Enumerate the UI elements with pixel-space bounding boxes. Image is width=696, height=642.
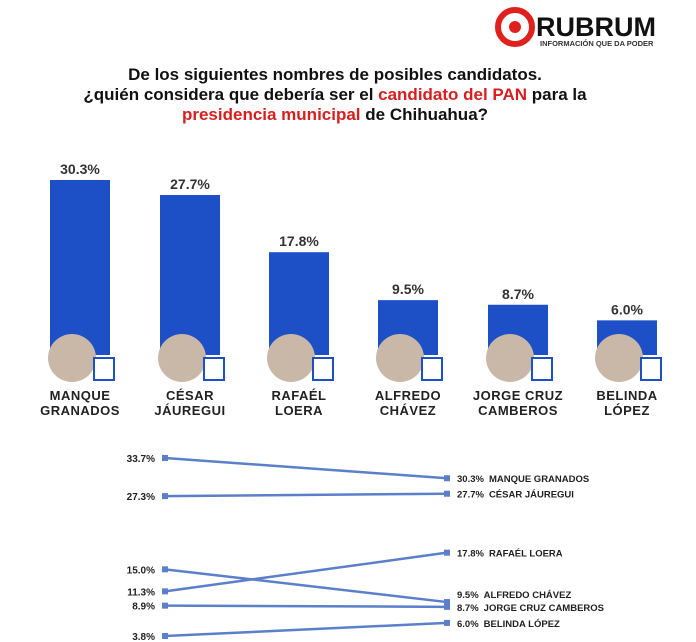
point — [162, 493, 168, 500]
portrait — [158, 334, 206, 382]
slope-line — [164, 492, 448, 498]
category-label: MANQUE GRANADOS — [489, 474, 589, 485]
point — [162, 566, 168, 573]
title-part: presidencia municipal — [182, 105, 361, 124]
category-label: MANQUE GRANADOS — [40, 388, 120, 418]
value-label: 27.7% — [457, 490, 484, 501]
portrait — [267, 334, 315, 382]
point — [444, 549, 450, 556]
title-part: De los siguientes nombres de posibles ca… — [128, 65, 542, 84]
brand: RUBRUM — [536, 12, 656, 42]
category-label: ALFREDO CHÁVEZ — [374, 388, 442, 418]
point — [444, 599, 450, 606]
category-label: BELINDA LÓPEZ — [484, 618, 560, 630]
value-label: 27.3% — [127, 492, 155, 503]
bar — [160, 195, 220, 355]
value-label: 17.8% — [457, 549, 484, 560]
slope-line — [164, 621, 448, 638]
value-label: 9.5% ALFREDO CHÁVEZ — [457, 590, 571, 601]
value-label: 6.0% — [611, 301, 643, 317]
slope-line — [164, 551, 448, 593]
value-label: 30.3% MANQUE GRANADOS — [457, 474, 589, 485]
point — [444, 475, 450, 482]
value-label: 8.7% — [457, 603, 479, 614]
category-label: RAFAÉL LOERA — [489, 549, 563, 560]
value-label: 11.3% — [127, 587, 155, 598]
party-logo — [421, 357, 443, 381]
category-label: ALFREDO CHÁVEZ — [484, 590, 572, 601]
value-label: 27.7% CÉSAR JÁUREGUI — [457, 490, 574, 501]
slope-line — [164, 604, 448, 609]
party-logo — [531, 357, 553, 381]
title-line: presidencia municipal de Chihuahua? — [182, 105, 488, 124]
category-label: JORGE CRUZ CAMBEROS — [484, 603, 604, 614]
value-label: 9.5% — [392, 281, 424, 297]
value-label: 15.0% — [127, 565, 155, 576]
point — [162, 633, 168, 639]
value-label: 8.7% — [502, 286, 534, 302]
party-logo — [93, 357, 115, 381]
party-logo — [640, 357, 662, 381]
title-line: De los siguientes nombres de posibles ca… — [128, 65, 542, 84]
category-label: BELINDA LÓPEZ — [596, 388, 658, 418]
slope-line — [164, 568, 448, 604]
point — [444, 619, 450, 626]
value-label: 27.7% — [170, 176, 210, 192]
title-part: candidato del PAN — [378, 85, 527, 104]
tagline: INFORMACIÓN QUE DA PODER — [540, 39, 654, 48]
value-label: 6.0% — [457, 619, 479, 630]
value-label: 17.8% — [279, 233, 319, 249]
value-label: 30.3% — [457, 474, 484, 485]
value-label: 9.5% — [457, 590, 479, 601]
category-label: CÉSAR JÁUREGUI — [489, 490, 574, 501]
title-part: para la — [527, 85, 587, 104]
bar — [50, 180, 110, 355]
category-label: CÉSAR JÁUREGUI — [154, 388, 226, 418]
value-label: 17.8% RAFAÉL LOERA — [457, 549, 563, 560]
party-logo — [312, 357, 334, 381]
point — [444, 603, 450, 610]
portrait — [595, 334, 643, 382]
value-label: 8.7% JORGE CRUZ CAMBEROS — [457, 603, 604, 614]
logo: RUBRUM INFORMACIÓN QUE DA PODER — [495, 7, 656, 48]
portrait — [376, 334, 424, 382]
point — [444, 490, 450, 497]
value-label: 30.3% — [60, 161, 100, 177]
logo-dot — [509, 21, 521, 33]
slope-line — [164, 456, 448, 480]
party-logo — [203, 357, 225, 381]
point — [162, 602, 168, 609]
portrait — [486, 334, 534, 382]
point — [162, 455, 168, 461]
category-label: JORGE CRUZ CAMBEROS — [472, 388, 564, 418]
value-label: 33.7% — [127, 454, 155, 465]
category-label: RAFAÉL LOERA — [271, 388, 327, 418]
title-line: ¿quién considera que debería ser el cand… — [83, 85, 587, 104]
point — [162, 588, 168, 595]
title-part: ¿quién considera que debería ser el — [83, 85, 378, 104]
value-label: 3.8% — [132, 632, 155, 642]
value-label: 6.0% BELINDA LÓPEZ — [457, 618, 560, 630]
value-label: 8.9% — [132, 602, 155, 613]
logo-ring — [495, 7, 535, 47]
title-part: de Chihuahua? — [361, 105, 489, 124]
portrait — [48, 334, 96, 382]
